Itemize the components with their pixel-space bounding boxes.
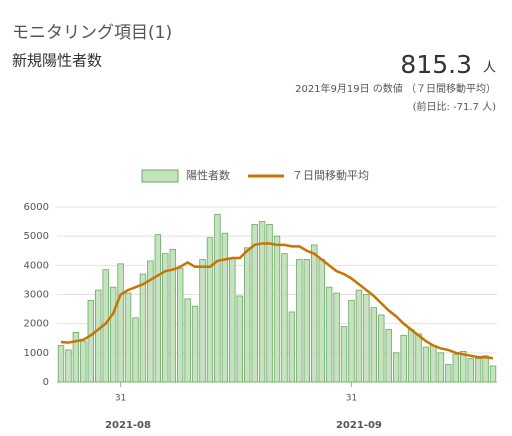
- month-label: 2021-08: [105, 420, 151, 431]
- bar: [176, 267, 184, 383]
- bar: [378, 314, 385, 383]
- note: 2021年9月19日 の数値 （７日間移動平均）: [295, 82, 496, 95]
- bar: [467, 358, 474, 383]
- bar: [422, 346, 430, 383]
- bar: [221, 232, 229, 383]
- bar: [184, 298, 191, 383]
- bar: [392, 352, 400, 383]
- bar: [154, 234, 162, 383]
- y-tick-label: 6000: [24, 202, 49, 213]
- bar: [348, 299, 355, 383]
- bar: [169, 248, 176, 383]
- bar: [452, 353, 459, 383]
- bar: [400, 334, 407, 383]
- bar: [229, 257, 236, 383]
- bar: [281, 253, 288, 383]
- bar: [325, 286, 333, 383]
- bar: [72, 332, 80, 383]
- bar: [214, 213, 221, 383]
- bar: [363, 294, 370, 383]
- bar: [482, 355, 489, 383]
- bar: [236, 295, 243, 383]
- bar: [333, 292, 340, 383]
- bar: [117, 263, 124, 383]
- bar: [251, 224, 258, 383]
- headline-unit: 人: [483, 61, 496, 76]
- bar: [355, 289, 363, 383]
- bar: [445, 364, 452, 383]
- bar: [288, 311, 296, 383]
- bar: [370, 307, 378, 383]
- headline-value: 815.3: [400, 50, 472, 79]
- bar: [199, 259, 206, 383]
- bar: [147, 260, 154, 383]
- bar: [437, 352, 445, 383]
- y-tick-label: 3000: [24, 290, 49, 301]
- bar: [489, 365, 497, 383]
- bar: [162, 253, 169, 383]
- bar: [124, 292, 132, 383]
- bar: [95, 289, 102, 383]
- bar: [80, 340, 87, 383]
- bar: [65, 349, 72, 383]
- x-tick-label: 31: [115, 394, 126, 404]
- title: モニタリング項目(1): [12, 23, 172, 43]
- bar: [303, 259, 310, 383]
- legend-label: ７日間移動平均: [292, 168, 369, 182]
- bar: [311, 244, 318, 383]
- bar: [258, 221, 266, 383]
- y-tick-label: 5000: [24, 231, 49, 242]
- x-tick-label: 31: [346, 394, 357, 404]
- bar: [57, 345, 65, 383]
- line: [60, 242, 494, 360]
- bar: [460, 350, 467, 383]
- bar: [109, 286, 117, 383]
- legend-label: 陽性者数: [186, 168, 230, 182]
- bar: [191, 305, 199, 383]
- change: (前日比: -71.7 人): [413, 100, 497, 113]
- bar: [430, 345, 437, 383]
- bar: [318, 259, 325, 383]
- bar: [132, 317, 139, 383]
- y-tick-label: 2000: [24, 319, 49, 330]
- y-tick-label: 4000: [24, 260, 49, 271]
- bar: [415, 333, 422, 383]
- y-tick-label: 1000: [24, 348, 49, 359]
- bar: [244, 247, 251, 383]
- bar: [139, 273, 147, 383]
- bar: [340, 326, 348, 383]
- bar: [266, 224, 273, 383]
- bar: [206, 237, 214, 383]
- month-label: 2021-09: [336, 420, 382, 431]
- bar: [296, 259, 303, 383]
- subtitle: 新規陽性者数: [12, 52, 102, 70]
- bar: [407, 329, 415, 383]
- legend-swatch: [141, 169, 179, 183]
- y-tick-label: 0: [43, 377, 49, 388]
- bar: [385, 329, 392, 383]
- bar: [273, 235, 281, 383]
- bar: [474, 358, 482, 383]
- bar: [87, 299, 94, 383]
